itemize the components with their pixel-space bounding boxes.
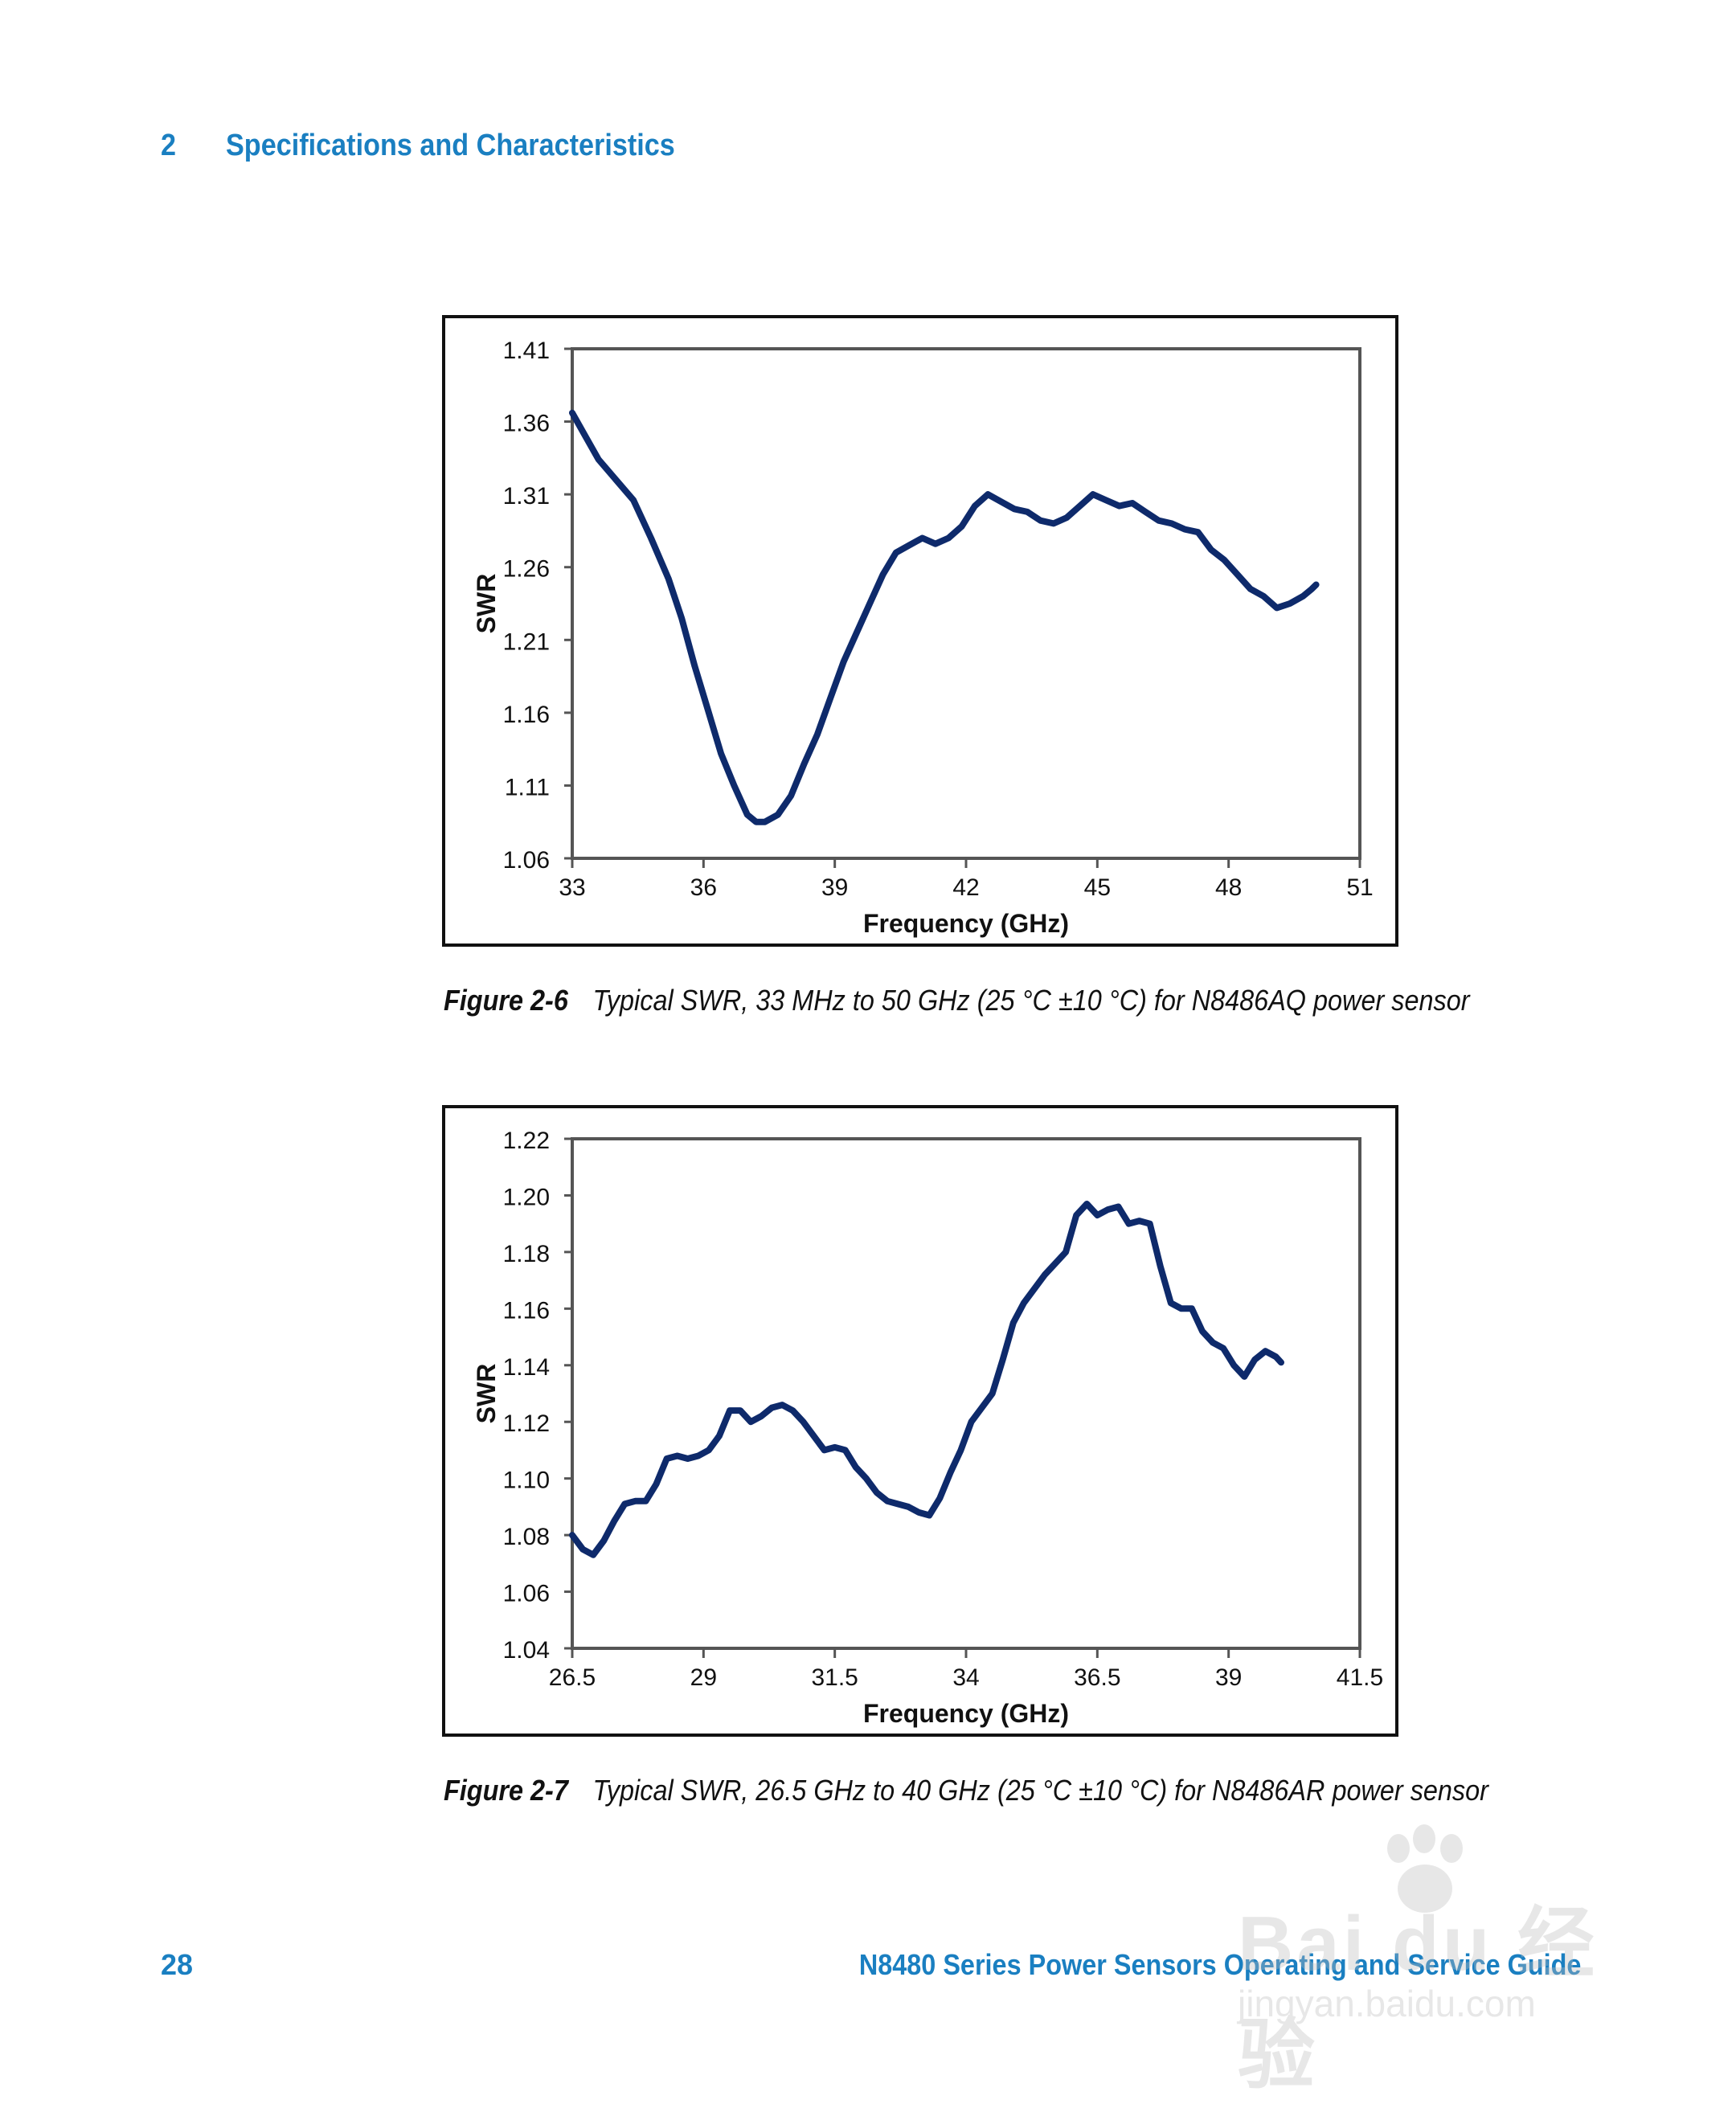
y-tick-label: 1.26 [503, 556, 550, 583]
chart-svg: 1.06 1.11 1.16 1.21 1.26 1.31 1.36 1.41 33 36 39 42… [472, 338, 1374, 938]
x-tick-label: 41.5 [1337, 1664, 1383, 1691]
watermark-url: jingyan.baidu.com [1238, 1983, 1536, 2024]
x-axis-label: Frequency (GHz) [863, 1699, 1069, 1728]
chart-svg: 1.04 1.06 1.08 1.10 1.12 1.14 1.16 1.18 1.20 1.22… [472, 1128, 1383, 1728]
y-tick-label: 1.11 [505, 774, 550, 800]
x-tick-label: 33 [559, 874, 585, 901]
y-tick-label: 1.04 [503, 1637, 550, 1664]
x-tick-label: 26.5 [549, 1664, 596, 1691]
figure-caption-2-7: Figure 2-7 Typical SWR, 26.5 GHz to 40 GH… [444, 1774, 1488, 1807]
series-line-swr [569, 1201, 1284, 1558]
y-tick-label: 1.06 [503, 1581, 550, 1607]
x-tick-label: 48 [1215, 874, 1242, 901]
chapter-title: Specifications and Characteristics [226, 129, 675, 162]
y-tick-label: 1.10 [503, 1467, 550, 1494]
swr-chart-n8486ar: 1.04 1.06 1.08 1.10 1.12 1.14 1.16 1.18 1.20 1.22… [442, 1105, 1398, 1737]
chapter-number: 2 [161, 129, 177, 162]
figure-label: Figure 2-6 [444, 984, 568, 1017]
x-tick-label: 36 [690, 874, 717, 901]
baidu-watermark: Bai du 经验 jingyan.baidu.com [1238, 1824, 1648, 2098]
figure-caption-2-6: Figure 2-6 Typical SWR, 33 MHz to 50 GHz … [444, 984, 1470, 1017]
x-tick-label: 42 [952, 874, 979, 901]
y-tick-label: 1.16 [503, 1297, 550, 1324]
x-axis-label: Frequency (GHz) [863, 909, 1069, 938]
y-tick-label: 1.20 [503, 1184, 550, 1210]
y-axis-label: SWR [472, 574, 501, 634]
y-tick-label: 1.08 [503, 1524, 550, 1550]
plot-frame [571, 1137, 1361, 1650]
y-tick-label: 1.22 [503, 1128, 550, 1154]
series-line-swr [569, 409, 1320, 825]
plot-frame [571, 347, 1361, 860]
figure-caption-text: Typical SWR, 26.5 GHz to 40 GHz (25 °C ±… [592, 1774, 1488, 1807]
y-tick-label: 1.31 [503, 483, 550, 510]
y-axis-label: SWR [472, 1364, 501, 1424]
paw-logo-icon [1387, 1824, 1463, 1913]
figure-caption-text: Typical SWR, 33 MHz to 50 GHz (25 °C ±10… [592, 984, 1470, 1017]
x-tick-label: 39 [1215, 1664, 1242, 1691]
x-tick-label: 29 [690, 1664, 717, 1691]
x-tick-label: 51 [1346, 874, 1373, 901]
y-tick-label: 1.21 [503, 628, 550, 655]
swr-chart-n8486aq: 1.06 1.11 1.16 1.21 1.26 1.31 1.36 1.41 33 36 39 42… [442, 315, 1398, 947]
y-tick-label: 1.41 [503, 338, 550, 364]
y-tick-label: 1.16 [503, 702, 550, 728]
y-tick-label: 1.18 [503, 1241, 550, 1267]
x-tick-label: 34 [952, 1664, 979, 1691]
page-number: 28 [161, 1948, 194, 1981]
x-tick-label: 45 [1084, 874, 1111, 901]
x-tick-label: 36.5 [1074, 1664, 1120, 1691]
x-tick-label: 39 [821, 874, 848, 901]
running-header: 2 Specifications and Characteristics [161, 129, 675, 163]
y-tick-label: 1.36 [503, 411, 550, 437]
watermark-brand: Bai du 经验 [1238, 1901, 1599, 2098]
y-tick-label: 1.14 [503, 1354, 550, 1381]
figure-label: Figure 2-7 [444, 1774, 568, 1807]
x-tick-label: 31.5 [811, 1664, 858, 1691]
guide-title: N8480 Series Power Sensors Operating and… [858, 1948, 1581, 1981]
y-tick-label: 1.12 [503, 1410, 550, 1437]
y-tick-label: 1.06 [503, 847, 550, 874]
